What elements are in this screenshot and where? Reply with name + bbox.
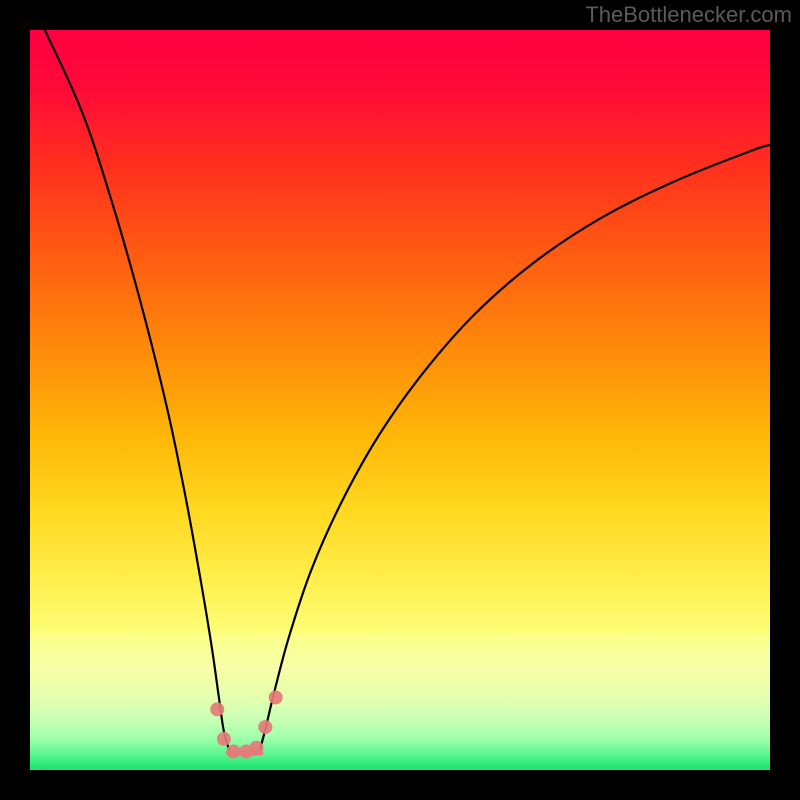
curve-marker — [269, 690, 283, 704]
chart-root: TheBottlenecker.com — [0, 0, 800, 800]
curve-marker — [210, 702, 224, 716]
watermark-text: TheBottlenecker.com — [585, 2, 792, 28]
highlight-band — [30, 633, 770, 674]
curve-marker — [249, 741, 263, 755]
curve-marker — [227, 745, 241, 759]
curve-marker — [258, 720, 272, 734]
curve-marker — [217, 732, 231, 746]
chart-svg — [0, 0, 800, 800]
